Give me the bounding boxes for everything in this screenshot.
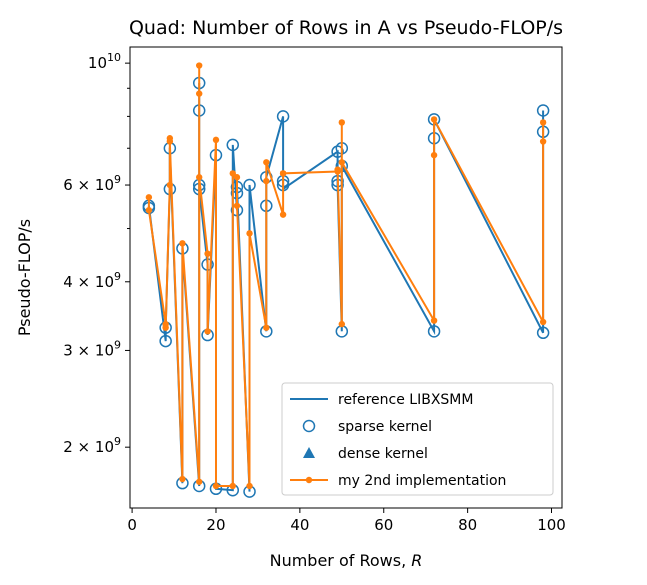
implementation-point xyxy=(246,482,253,490)
implementation-point xyxy=(334,166,341,173)
y-tick-mantissa: 6 × 10 xyxy=(63,176,114,194)
implementation-point xyxy=(338,320,346,328)
y-tick-exponent: 9 xyxy=(114,270,121,283)
legend-dot-handle xyxy=(305,476,313,484)
legend-label: reference LIBXSMM xyxy=(338,392,473,408)
y-tick-mantissa: 2 × 10 xyxy=(63,438,114,456)
x-axis-label-text: Number of Rows, xyxy=(270,551,412,570)
implementation-point xyxy=(539,119,547,126)
implementation-point xyxy=(263,324,270,331)
x-axis-label-symbol: R xyxy=(411,551,422,570)
y-tick-label: 2 × 109 xyxy=(63,435,121,456)
y-tick-label: 3 × 109 xyxy=(63,338,121,359)
x-tick-label: 0 xyxy=(127,516,137,534)
implementation-point xyxy=(204,250,211,257)
x-tick-label: 80 xyxy=(458,516,477,534)
implementation-point xyxy=(212,482,220,490)
legend: reference LIBXSMM sparse kernel dense kern… xyxy=(281,382,554,496)
sparse-kernel-marker xyxy=(159,334,172,348)
y-tick-base: 10 xyxy=(88,54,107,72)
implementation-point xyxy=(145,206,153,214)
sparse-kernel-marker xyxy=(536,104,550,117)
legend-circle-handle xyxy=(302,419,316,433)
implementation-point xyxy=(196,174,203,181)
implementation-point xyxy=(145,194,153,201)
implementation-point xyxy=(263,159,270,166)
implementation-point xyxy=(229,170,236,177)
y-tick-label: 4 × 109 xyxy=(63,270,121,291)
y-tick-mantissa: 3 × 10 xyxy=(63,341,114,359)
x-tick-label: 40 xyxy=(290,516,309,534)
x-tick-label: 60 xyxy=(374,516,393,534)
chart-title: Quad: Number of Rows in A vs Pseudo-FLOP… xyxy=(129,17,563,39)
axes-frame xyxy=(129,46,563,509)
implementation-point xyxy=(430,151,438,159)
implementation-point xyxy=(233,202,241,209)
implementation-point xyxy=(338,119,346,126)
sparse-kernel-marker xyxy=(536,326,550,340)
implementation-point xyxy=(196,478,203,485)
implementation-point xyxy=(279,211,287,218)
sparse-kernel-marker xyxy=(331,145,344,158)
y-tick-exponent: 9 xyxy=(114,173,121,186)
legend-label: sparse kernel xyxy=(338,419,432,435)
sparse-kernel-marker xyxy=(276,110,290,123)
y-tick-mantissa: 4 × 10 xyxy=(63,273,114,291)
sparse-kernel-marker xyxy=(243,178,256,192)
y-tick-exponent: 10 xyxy=(107,51,121,64)
implementation-point xyxy=(229,482,236,490)
y-tick-exponent: 9 xyxy=(114,435,121,448)
y-tick-label: 6 × 109 xyxy=(63,173,121,194)
x-tick-label: 100 xyxy=(537,516,566,534)
implementation-point xyxy=(196,90,203,97)
implementation-point xyxy=(212,136,220,144)
implementation-point xyxy=(430,116,438,123)
x-tick-label: 20 xyxy=(206,516,225,534)
legend-label: my 2nd implementation xyxy=(338,473,506,489)
implementation-point xyxy=(166,181,174,189)
x-axis-label: Number of Rows, R xyxy=(270,551,423,570)
implementation-point xyxy=(430,317,438,324)
implementation-point xyxy=(233,174,241,181)
implementation-point xyxy=(539,138,547,145)
implementation-point xyxy=(179,240,186,247)
legend-label: dense kernel xyxy=(338,446,428,462)
implementation-point xyxy=(279,170,287,177)
sparse-kernel-marker xyxy=(427,325,441,338)
legend-box xyxy=(281,382,554,496)
implementation-point xyxy=(166,138,174,145)
implementation-point xyxy=(162,324,169,331)
implementation-point xyxy=(204,328,211,335)
implementation-point xyxy=(338,159,346,166)
y-tick-exponent: 9 xyxy=(114,338,121,351)
implementation-point xyxy=(246,230,253,237)
implementation-point xyxy=(539,318,547,326)
implementation-point xyxy=(196,62,203,69)
sparse-kernel-marker xyxy=(226,138,240,152)
legend-triangle-handle xyxy=(303,447,315,458)
implementation-point xyxy=(263,177,270,185)
y-axis-label: Pseudo-FLOP/s xyxy=(15,219,34,336)
series-group xyxy=(142,62,550,498)
implementation-point xyxy=(179,475,186,483)
y-tick-label: 1010 xyxy=(88,51,121,72)
series-layer xyxy=(142,62,550,498)
